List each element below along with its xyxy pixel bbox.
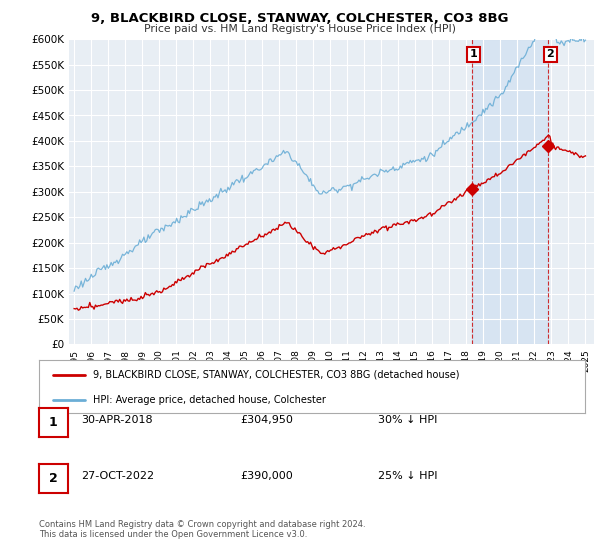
Text: 25% ↓ HPI: 25% ↓ HPI xyxy=(378,471,437,481)
Text: Price paid vs. HM Land Registry's House Price Index (HPI): Price paid vs. HM Land Registry's House … xyxy=(144,24,456,34)
Text: 1: 1 xyxy=(49,416,58,429)
Text: Contains HM Land Registry data © Crown copyright and database right 2024.
This d: Contains HM Land Registry data © Crown c… xyxy=(39,520,365,539)
Text: 2: 2 xyxy=(547,49,554,59)
Text: 30-APR-2018: 30-APR-2018 xyxy=(81,415,152,425)
Text: £304,950: £304,950 xyxy=(240,415,293,425)
Text: 1: 1 xyxy=(470,49,478,59)
Text: HPI: Average price, detached house, Colchester: HPI: Average price, detached house, Colc… xyxy=(92,395,325,405)
Text: 9, BLACKBIRD CLOSE, STANWAY, COLCHESTER, CO3 8BG (detached house): 9, BLACKBIRD CLOSE, STANWAY, COLCHESTER,… xyxy=(92,370,459,380)
Text: £390,000: £390,000 xyxy=(240,471,293,481)
Text: 9, BLACKBIRD CLOSE, STANWAY, COLCHESTER, CO3 8BG: 9, BLACKBIRD CLOSE, STANWAY, COLCHESTER,… xyxy=(91,12,509,25)
Text: 27-OCT-2022: 27-OCT-2022 xyxy=(81,471,154,481)
Bar xyxy=(472,39,548,344)
Text: 30% ↓ HPI: 30% ↓ HPI xyxy=(378,415,437,425)
Text: 2: 2 xyxy=(49,472,58,485)
